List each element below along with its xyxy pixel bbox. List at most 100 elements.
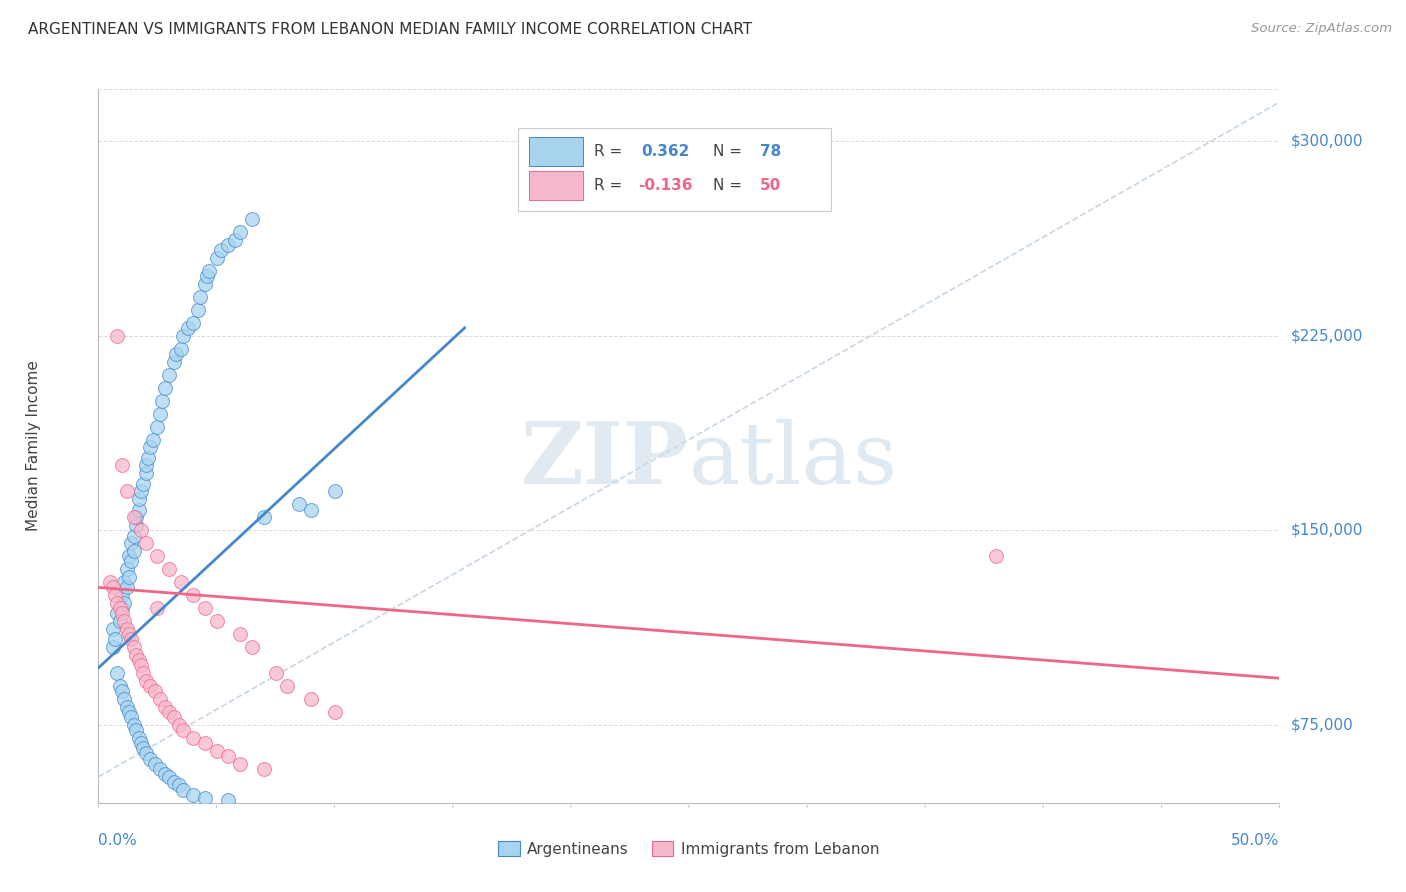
- Point: [112, 575, 135, 590]
- Point: [323, 484, 346, 499]
- Text: atlas: atlas: [689, 418, 898, 502]
- Point: [111, 601, 134, 615]
- FancyBboxPatch shape: [530, 171, 582, 200]
- Point: [132, 741, 155, 756]
- Point: [253, 762, 276, 776]
- Point: [984, 549, 1007, 564]
- Point: [157, 770, 180, 784]
- Point: [229, 225, 252, 239]
- Point: [115, 622, 138, 636]
- Point: [181, 588, 204, 602]
- Point: [163, 354, 186, 368]
- Point: [139, 440, 162, 454]
- Point: [153, 381, 176, 395]
- Point: [129, 484, 152, 499]
- Point: [139, 679, 162, 693]
- Point: [111, 684, 134, 698]
- Point: [135, 673, 157, 688]
- Text: $225,000: $225,000: [1291, 328, 1362, 343]
- Point: [205, 251, 228, 265]
- Point: [98, 575, 121, 590]
- Point: [299, 502, 322, 516]
- Point: [240, 211, 263, 226]
- Text: ZIP: ZIP: [522, 418, 689, 502]
- Text: ARGENTINEAN VS IMMIGRANTS FROM LEBANON MEDIAN FAMILY INCOME CORRELATION CHART: ARGENTINEAN VS IMMIGRANTS FROM LEBANON M…: [28, 22, 752, 37]
- FancyBboxPatch shape: [517, 128, 831, 211]
- Point: [108, 679, 131, 693]
- Text: N =: N =: [713, 178, 747, 193]
- Text: $300,000: $300,000: [1291, 134, 1362, 149]
- Text: 0.362: 0.362: [641, 144, 690, 159]
- Point: [209, 243, 232, 257]
- Point: [172, 328, 194, 343]
- Point: [121, 554, 143, 568]
- Point: [112, 614, 135, 628]
- Point: [240, 640, 263, 654]
- Point: [299, 692, 322, 706]
- Point: [157, 368, 180, 382]
- Point: [194, 601, 217, 615]
- Point: [111, 458, 134, 473]
- Point: [122, 640, 145, 654]
- Point: [167, 778, 190, 792]
- Text: $150,000: $150,000: [1291, 523, 1362, 538]
- Point: [157, 705, 180, 719]
- Point: [135, 458, 157, 473]
- Point: [288, 497, 311, 511]
- Point: [125, 648, 148, 662]
- Point: [146, 601, 169, 615]
- Point: [153, 767, 176, 781]
- Point: [181, 316, 204, 330]
- Point: [118, 705, 141, 719]
- Text: Median Family Income: Median Family Income: [25, 360, 41, 532]
- Point: [115, 581, 138, 595]
- Point: [150, 393, 173, 408]
- Point: [132, 666, 155, 681]
- Point: [122, 528, 145, 542]
- Point: [149, 762, 172, 776]
- Point: [264, 666, 287, 681]
- Point: [125, 510, 148, 524]
- Text: R =: R =: [595, 178, 627, 193]
- Point: [132, 476, 155, 491]
- Point: [194, 736, 217, 750]
- Text: 0.0%: 0.0%: [98, 833, 138, 848]
- Point: [115, 484, 138, 499]
- Text: 78: 78: [759, 144, 782, 159]
- Point: [128, 492, 150, 507]
- Text: $75,000: $75,000: [1291, 717, 1354, 732]
- Point: [194, 790, 217, 805]
- Point: [217, 749, 239, 764]
- Point: [146, 549, 169, 564]
- Point: [136, 450, 159, 465]
- Point: [276, 679, 298, 693]
- Point: [142, 433, 165, 447]
- Point: [118, 627, 141, 641]
- Point: [229, 756, 252, 771]
- Point: [198, 264, 221, 278]
- Point: [101, 640, 124, 654]
- Point: [129, 524, 152, 538]
- Point: [229, 627, 252, 641]
- Point: [122, 544, 145, 558]
- Point: [253, 510, 276, 524]
- Point: [105, 596, 128, 610]
- Point: [108, 614, 131, 628]
- Point: [118, 570, 141, 584]
- Point: [104, 632, 127, 647]
- Point: [118, 549, 141, 564]
- Point: [135, 747, 157, 761]
- Point: [172, 723, 194, 738]
- Point: [170, 342, 193, 356]
- Point: [129, 736, 152, 750]
- Point: [129, 658, 152, 673]
- Point: [149, 407, 172, 421]
- Text: Source: ZipAtlas.com: Source: ZipAtlas.com: [1251, 22, 1392, 36]
- Point: [128, 731, 150, 745]
- Point: [121, 536, 143, 550]
- Point: [122, 718, 145, 732]
- Point: [170, 575, 193, 590]
- Point: [205, 744, 228, 758]
- Point: [122, 510, 145, 524]
- Point: [128, 502, 150, 516]
